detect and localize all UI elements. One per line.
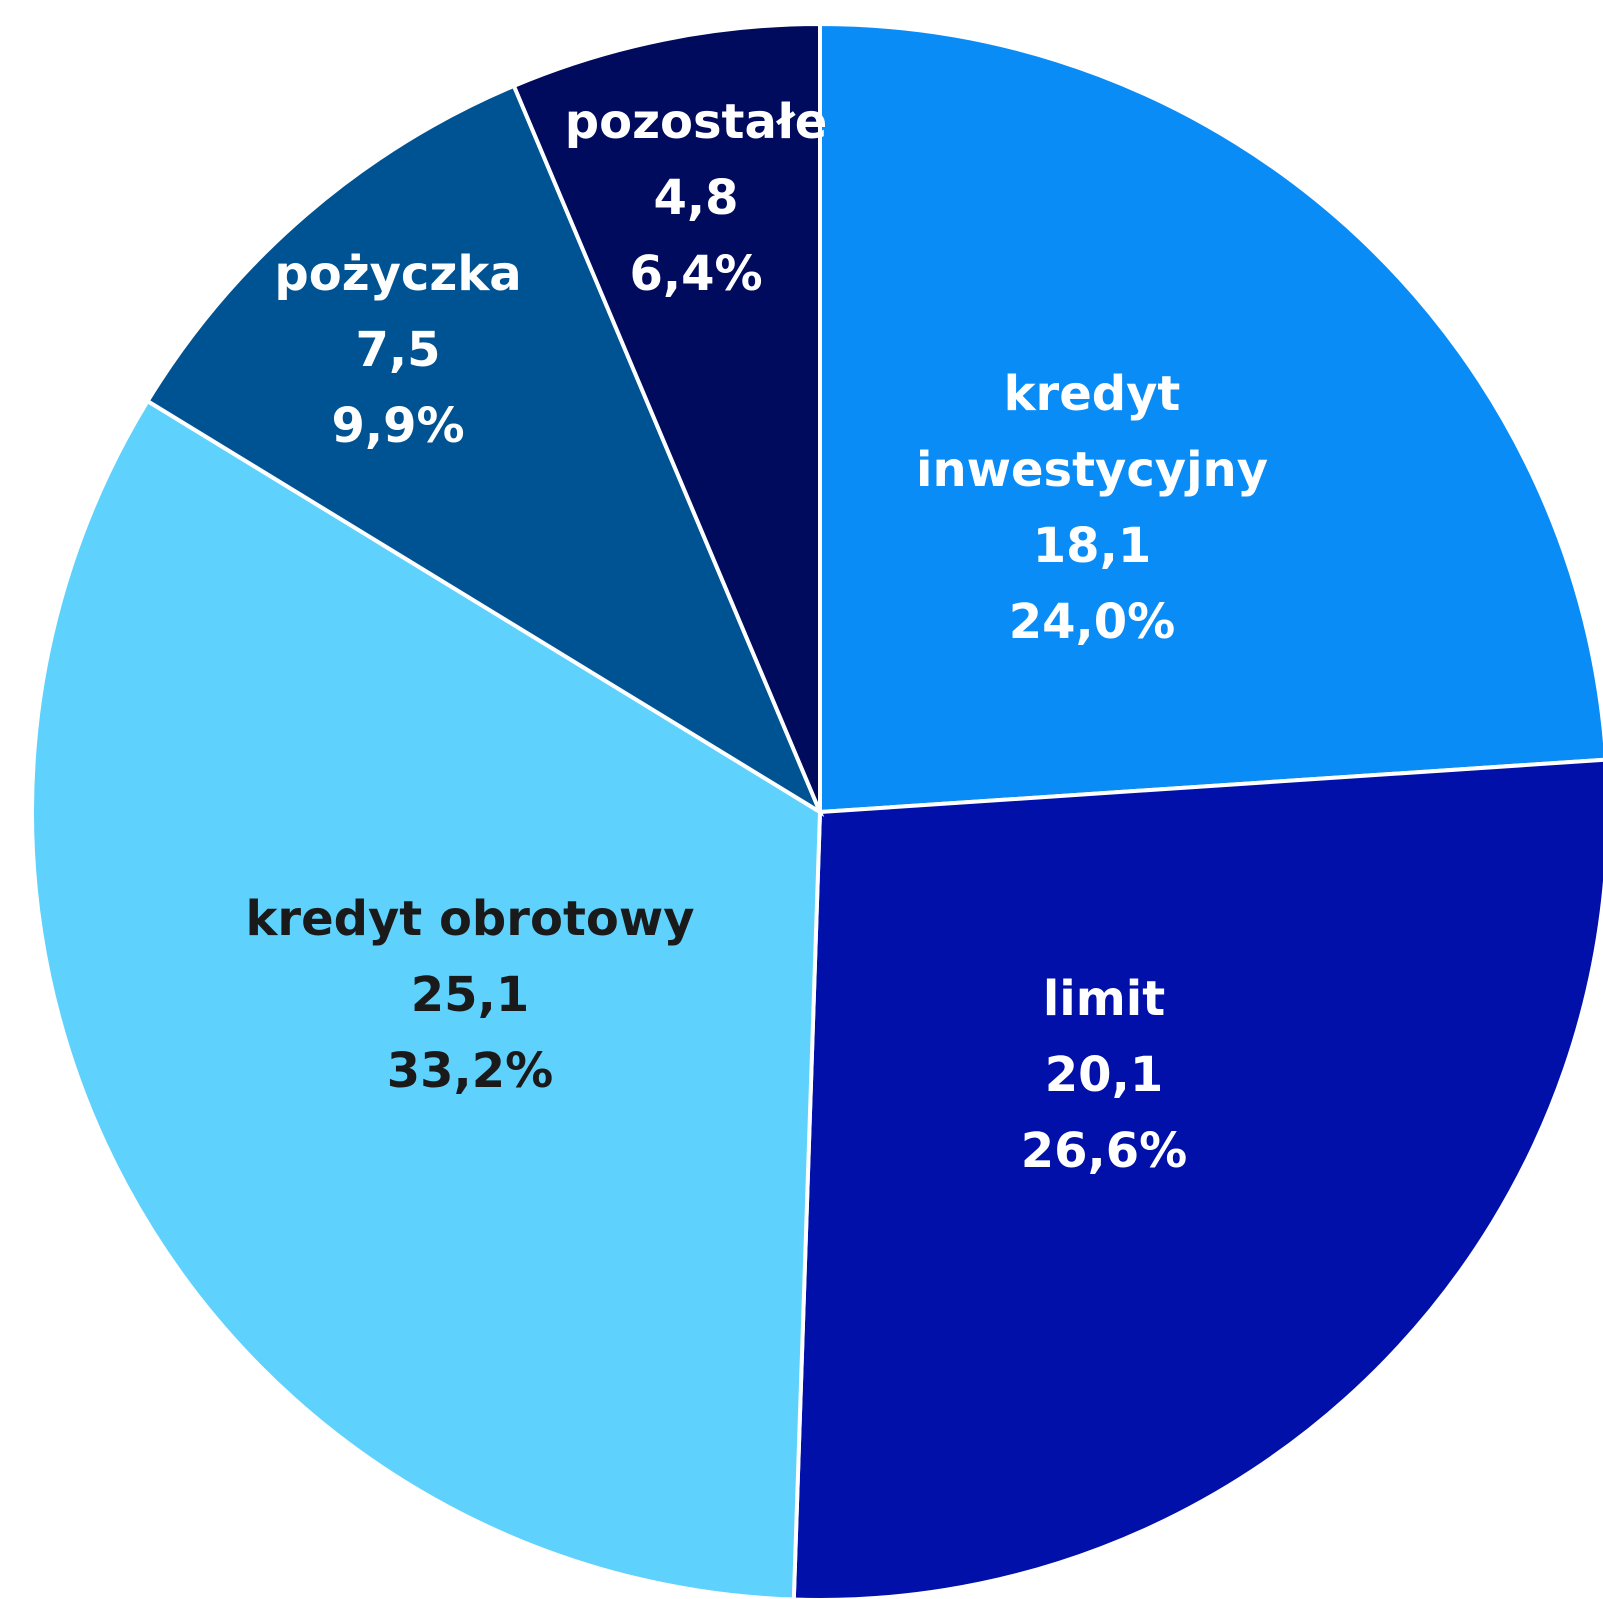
slice-label-pozostałe: pozostałe 4,8 6,4% — [565, 94, 828, 302]
slice-value-text: 18,1 — [1033, 518, 1151, 574]
slice-percent-text: 26,6% — [1021, 1123, 1188, 1179]
pie-slices — [30, 21, 1603, 1599]
slice-value-text: 20,1 — [1045, 1047, 1163, 1103]
slice-percent-text: 9,9% — [331, 398, 464, 454]
slice-label-kredyt-inwestycyjny: kredyt inwestycyjny 18,1 24,0% — [916, 366, 1268, 650]
pie-slice-kredyt-inwestycyjny — [818, 21, 1603, 815]
slice-label-limit: limit 20,1 26,6% — [1021, 971, 1188, 1179]
pie-slice-kredyt-obrotowy — [30, 398, 823, 1599]
pie-slice-pożyczka — [144, 83, 825, 817]
slice-label-kredyt-obrotowy: kredyt obrotowy 25,1 33,2% — [246, 891, 695, 1099]
slice-name-text: pożyczka — [274, 246, 521, 302]
slice-value-text: 25,1 — [411, 967, 529, 1023]
slice-label-pożyczka: pożyczka 7,5 9,9% — [274, 246, 521, 454]
pie-labels: kredyt inwestycyjny 18,1 24,0% limit 20,1 26,6… — [246, 94, 1268, 1179]
slice-value-text: 4,8 — [653, 170, 738, 226]
slice-name-text: kredyt obrotowy — [246, 891, 695, 947]
slice-value-text: 7,5 — [355, 322, 440, 378]
slice-name-text: pozostałe — [565, 94, 828, 150]
pie-slice-pozostałe — [511, 21, 822, 813]
slice-percent-text: 24,0% — [1009, 594, 1176, 650]
slice-percent-text: 6,4% — [629, 246, 762, 302]
slice-percent-text: 33,2% — [387, 1043, 554, 1099]
slice-name-text: inwestycyjny — [916, 442, 1268, 498]
pie-slice-limit — [791, 757, 1603, 1599]
slice-name-text: limit — [1043, 971, 1165, 1027]
slice-name-text: kredyt — [1004, 366, 1181, 422]
